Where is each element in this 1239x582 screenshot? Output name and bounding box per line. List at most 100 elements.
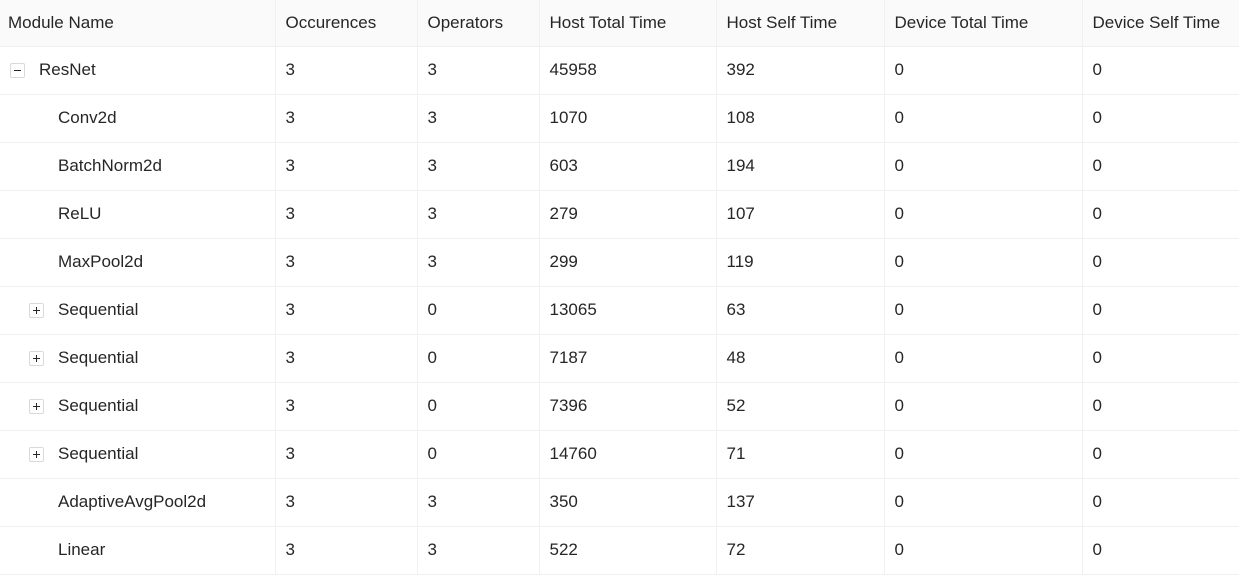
module-name-cell: AdaptiveAvgPool2d bbox=[0, 478, 275, 526]
header-occurences[interactable]: Occurences bbox=[275, 0, 417, 46]
occurences-cell: 3 bbox=[275, 382, 417, 430]
collapse-icon[interactable] bbox=[10, 63, 25, 78]
header-host-self-time[interactable]: Host Self Time bbox=[716, 0, 884, 46]
table-row[interactable]: BatchNorm2d 3 3 603 194 0 0 bbox=[0, 142, 1239, 190]
module-name: Conv2d bbox=[58, 108, 117, 128]
toggle-spacer bbox=[29, 207, 44, 222]
operators-cell: 3 bbox=[417, 526, 539, 574]
table-row[interactable]: AdaptiveAvgPool2d 3 3 350 137 0 0 bbox=[0, 478, 1239, 526]
expand-icon[interactable] bbox=[29, 399, 44, 414]
module-name-cell: Linear bbox=[0, 526, 275, 574]
header-device-self-time[interactable]: Device Self Time bbox=[1082, 0, 1239, 46]
device-total-time-cell: 0 bbox=[884, 94, 1082, 142]
occurences-cell: 3 bbox=[275, 142, 417, 190]
table-row[interactable]: Sequential 3 0 7187 48 0 0 bbox=[0, 334, 1239, 382]
module-name-wrap: BatchNorm2d bbox=[10, 143, 275, 190]
occurences-cell: 3 bbox=[275, 190, 417, 238]
occurences-cell: 3 bbox=[275, 478, 417, 526]
table-row[interactable]: Conv2d 3 3 1070 108 0 0 bbox=[0, 94, 1239, 142]
module-name-cell: Sequential bbox=[0, 430, 275, 478]
host-self-time-cell: 63 bbox=[716, 286, 884, 334]
module-name: MaxPool2d bbox=[58, 252, 143, 272]
device-total-time-cell: 0 bbox=[884, 430, 1082, 478]
expand-icon[interactable] bbox=[29, 303, 44, 318]
host-total-time-cell: 279 bbox=[539, 190, 716, 238]
module-name-wrap: Conv2d bbox=[10, 95, 275, 142]
occurences-cell: 3 bbox=[275, 46, 417, 94]
host-total-time-cell: 13065 bbox=[539, 286, 716, 334]
operators-cell: 3 bbox=[417, 190, 539, 238]
module-name-cell: MaxPool2d bbox=[0, 238, 275, 286]
host-self-time-cell: 52 bbox=[716, 382, 884, 430]
table-row[interactable]: ResNet 3 3 45958 392 0 0 bbox=[0, 46, 1239, 94]
expand-icon[interactable] bbox=[29, 351, 44, 366]
module-name-cell: Conv2d bbox=[0, 94, 275, 142]
module-name-wrap: Linear bbox=[10, 527, 275, 574]
module-name-wrap: AdaptiveAvgPool2d bbox=[10, 479, 275, 526]
table-row[interactable]: Sequential 3 0 14760 71 0 0 bbox=[0, 430, 1239, 478]
module-name: Sequential bbox=[58, 300, 138, 320]
device-total-time-cell: 0 bbox=[884, 238, 1082, 286]
toggle-spacer bbox=[29, 255, 44, 270]
host-total-time-cell: 350 bbox=[539, 478, 716, 526]
module-name: ReLU bbox=[58, 204, 101, 224]
module-name-wrap: Sequential bbox=[10, 335, 275, 382]
module-name-cell: BatchNorm2d bbox=[0, 142, 275, 190]
device-self-time-cell: 0 bbox=[1082, 190, 1239, 238]
module-name: Linear bbox=[58, 540, 105, 560]
operators-cell: 3 bbox=[417, 478, 539, 526]
table-row[interactable]: Sequential 3 0 7396 52 0 0 bbox=[0, 382, 1239, 430]
host-total-time-cell: 7187 bbox=[539, 334, 716, 382]
header-module-name[interactable]: Module Name bbox=[0, 0, 275, 46]
table-row[interactable]: Linear 3 3 522 72 0 0 bbox=[0, 526, 1239, 574]
module-name-wrap: ReLU bbox=[10, 191, 275, 238]
device-self-time-cell: 0 bbox=[1082, 478, 1239, 526]
module-name: ResNet bbox=[39, 60, 96, 80]
operators-cell: 3 bbox=[417, 46, 539, 94]
host-total-time-cell: 7396 bbox=[539, 382, 716, 430]
table-row[interactable]: ReLU 3 3 279 107 0 0 bbox=[0, 190, 1239, 238]
device-self-time-cell: 0 bbox=[1082, 430, 1239, 478]
host-self-time-cell: 392 bbox=[716, 46, 884, 94]
operators-cell: 3 bbox=[417, 94, 539, 142]
device-total-time-cell: 0 bbox=[884, 478, 1082, 526]
device-self-time-cell: 0 bbox=[1082, 46, 1239, 94]
host-self-time-cell: 194 bbox=[716, 142, 884, 190]
device-self-time-cell: 0 bbox=[1082, 334, 1239, 382]
device-total-time-cell: 0 bbox=[884, 286, 1082, 334]
module-name-cell: ReLU bbox=[0, 190, 275, 238]
operators-cell: 0 bbox=[417, 382, 539, 430]
host-total-time-cell: 522 bbox=[539, 526, 716, 574]
device-total-time-cell: 0 bbox=[884, 190, 1082, 238]
occurences-cell: 3 bbox=[275, 526, 417, 574]
module-name: Sequential bbox=[58, 396, 138, 416]
occurences-cell: 3 bbox=[275, 94, 417, 142]
expand-icon[interactable] bbox=[29, 447, 44, 462]
module-name-cell: ResNet bbox=[0, 46, 275, 94]
host-self-time-cell: 107 bbox=[716, 190, 884, 238]
table-row[interactable]: MaxPool2d 3 3 299 119 0 0 bbox=[0, 238, 1239, 286]
header-host-total-time[interactable]: Host Total Time bbox=[539, 0, 716, 46]
module-name: BatchNorm2d bbox=[58, 156, 162, 176]
operators-cell: 0 bbox=[417, 334, 539, 382]
header-operators[interactable]: Operators bbox=[417, 0, 539, 46]
device-self-time-cell: 0 bbox=[1082, 142, 1239, 190]
host-total-time-cell: 45958 bbox=[539, 46, 716, 94]
table-row[interactable]: Sequential 3 0 13065 63 0 0 bbox=[0, 286, 1239, 334]
table-body: ResNet 3 3 45958 392 0 0 Conv2d 3 3 1070… bbox=[0, 46, 1239, 574]
host-total-time-cell: 1070 bbox=[539, 94, 716, 142]
device-self-time-cell: 0 bbox=[1082, 238, 1239, 286]
host-total-time-cell: 603 bbox=[539, 142, 716, 190]
toggle-spacer bbox=[29, 159, 44, 174]
header-device-total-time[interactable]: Device Total Time bbox=[884, 0, 1082, 46]
occurences-cell: 3 bbox=[275, 430, 417, 478]
device-self-time-cell: 0 bbox=[1082, 526, 1239, 574]
host-self-time-cell: 48 bbox=[716, 334, 884, 382]
toggle-spacer bbox=[29, 111, 44, 126]
device-self-time-cell: 0 bbox=[1082, 382, 1239, 430]
device-total-time-cell: 0 bbox=[884, 46, 1082, 94]
header-row: Module Name Occurences Operators Host To… bbox=[0, 0, 1239, 46]
host-self-time-cell: 71 bbox=[716, 430, 884, 478]
table-header: Module Name Occurences Operators Host To… bbox=[0, 0, 1239, 46]
